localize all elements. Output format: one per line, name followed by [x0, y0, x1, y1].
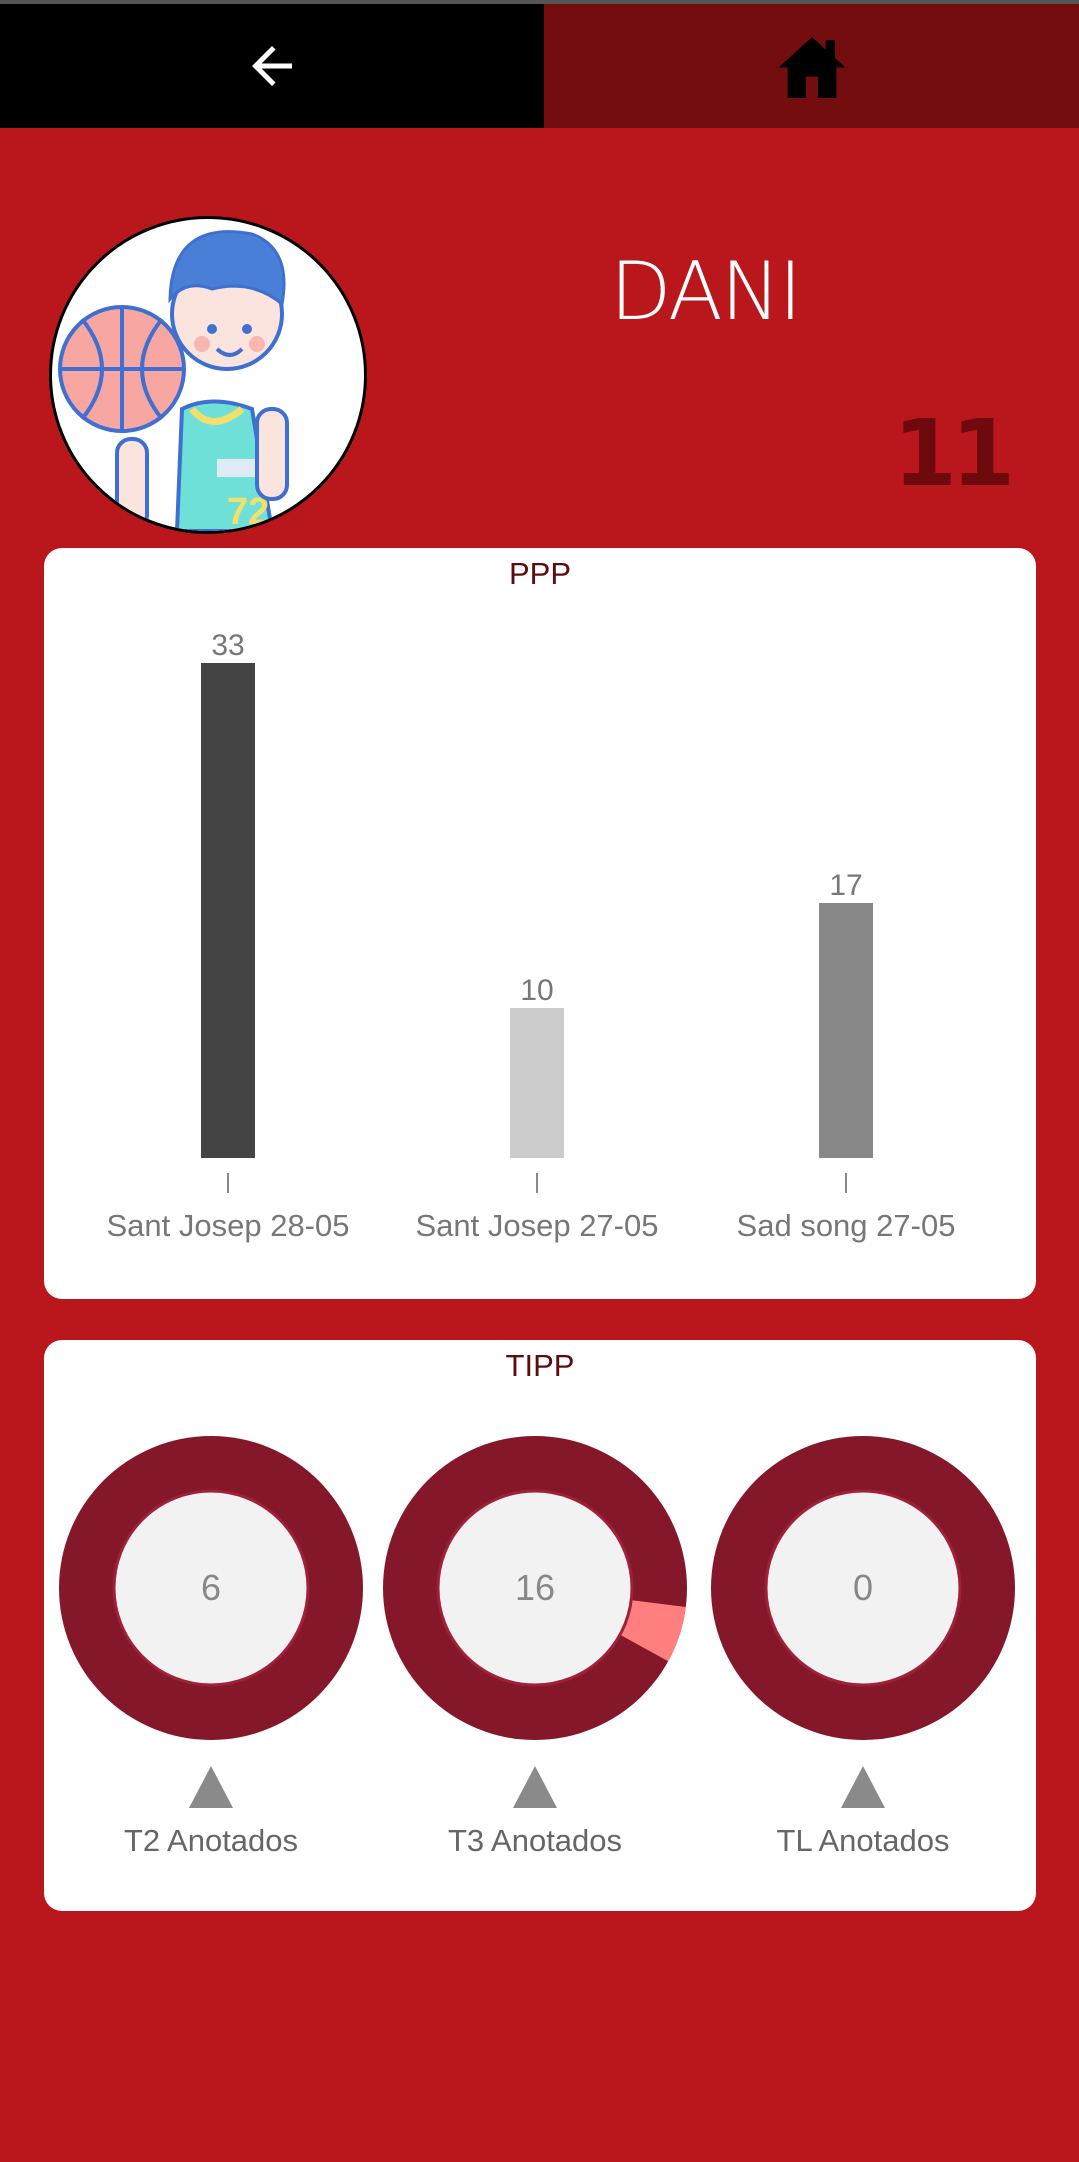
tipp-donut-label: T3 Anotados — [447, 1823, 623, 1858]
tipp-donut-center — [112, 1489, 310, 1687]
tipp-donut-highlight — [620, 1600, 686, 1662]
player-avatar: 72 — [49, 216, 367, 534]
tipp-donut: 6 — [51, 1428, 371, 1753]
ppp-chart-title: PPP — [508, 556, 572, 591]
tipp-donut-svg: 6 — [59, 1436, 363, 1740]
ppp-bar-value-label: 33 — [211, 629, 244, 662]
tipp-donut-value: 6 — [201, 1567, 221, 1608]
arrow-left-icon — [252, 46, 292, 86]
tipp-donut-label: T2 Anotados — [123, 1823, 299, 1858]
top-navigation — [0, 4, 1079, 128]
tipp-marker-triangle — [189, 1766, 233, 1808]
ppp-chart-card: PPP 33 Sant Josep 28-05 10 Sant Josep 27-05… — [44, 548, 1036, 1299]
player-name: DANI — [609, 245, 802, 338]
tipp-donut-value: 16 — [515, 1567, 555, 1608]
tipp-marker-triangle — [841, 1766, 885, 1808]
tipp-donut: 16 — [375, 1428, 695, 1753]
ppp-bar — [819, 903, 873, 1158]
basketball-player-avatar: 72 — [58, 230, 289, 531]
ppp-bar-chart: 33 Sant Josep 28-05 10 Sant Josep 27-05 17 Sa… — [106, 629, 956, 1243]
ppp-bar-value-label: 17 — [829, 869, 862, 902]
ppp-bar — [201, 663, 255, 1158]
tipp-chart-title: TIPP — [505, 1348, 575, 1383]
status-strip — [0, 0, 1079, 4]
home-button[interactable] — [544, 4, 1079, 128]
tipp-marker-triangle — [513, 1766, 557, 1808]
ppp-category-label: Sant Josep 27-05 — [415, 1208, 658, 1243]
home-icon — [778, 37, 845, 98]
tipp-donut-label: TL Anotados — [776, 1823, 950, 1858]
back-button[interactable] — [0, 4, 544, 128]
tipp-donut-svg: 16 — [383, 1436, 687, 1740]
ppp-bar — [510, 1008, 564, 1158]
tipp-donut-svg: 0 — [711, 1436, 1015, 1740]
ppp-category-label: Sant Josep 28-05 — [106, 1208, 349, 1243]
player-number: 11 — [892, 400, 1015, 507]
tipp-donut-center — [764, 1489, 962, 1687]
tipp-donut-value: 0 — [853, 1567, 873, 1608]
tipp-chart-card: TIPP 6 T2 Anotados 16 T3 Anotados 0 TL Anotad… — [44, 1340, 1036, 1911]
tipp-donut-center — [436, 1489, 634, 1687]
ppp-category-label: Sad song 27-05 — [737, 1208, 956, 1243]
tipp-donut: 0 — [703, 1428, 1023, 1753]
ppp-bar-value-label: 10 — [520, 974, 553, 1007]
